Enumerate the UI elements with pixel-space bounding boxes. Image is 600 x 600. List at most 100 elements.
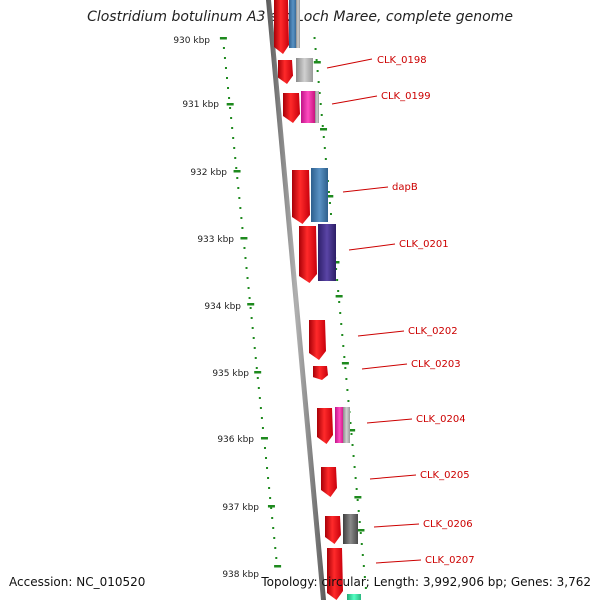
feature-block[interactable] <box>347 594 361 600</box>
scale-label: 933 kbp <box>197 235 234 245</box>
gene-label-clk-0202[interactable]: CLK_0202 <box>408 326 458 337</box>
scale-dot <box>241 227 244 229</box>
scale-dot <box>263 447 266 449</box>
scale-label: 934 kbp <box>204 302 241 312</box>
feature-dot <box>352 455 355 457</box>
gene-arrow[interactable] <box>299 226 317 283</box>
scale-label: 932 kbp <box>190 168 227 178</box>
feature-dot <box>361 554 364 556</box>
feature-dot <box>347 400 350 402</box>
feature-dot <box>344 367 347 369</box>
scale-major-tick <box>226 103 234 106</box>
scale-dot <box>239 207 242 209</box>
scale-dot <box>232 137 235 139</box>
feature-block[interactable] <box>343 407 350 443</box>
feature-dot <box>335 268 338 270</box>
gene-arrow[interactable] <box>278 60 293 84</box>
scale-dot <box>230 117 233 119</box>
scale-dot <box>273 537 276 539</box>
gene-label-dapb[interactable]: dapB <box>392 182 418 193</box>
feature-dot <box>328 202 331 204</box>
leader-line <box>375 559 422 564</box>
feature-dot <box>315 59 318 61</box>
gene-arrow[interactable] <box>283 93 300 123</box>
gene-features[interactable] <box>274 0 361 600</box>
label-leaders <box>326 58 422 564</box>
scale-major-tick <box>240 237 248 240</box>
scale-dot <box>267 477 270 479</box>
gene-arrow[interactable] <box>274 0 289 54</box>
scale-dot <box>248 297 251 299</box>
feature-block[interactable] <box>296 58 313 82</box>
feature-block[interactable] <box>311 168 328 222</box>
feature-dot <box>346 389 349 391</box>
feature-dot <box>320 114 323 116</box>
scale-dot <box>275 557 278 559</box>
feature-dot <box>355 488 358 490</box>
feature-block[interactable] <box>301 91 315 123</box>
leader-line <box>366 418 413 424</box>
feature-block[interactable] <box>318 224 336 281</box>
scale-dot <box>234 157 237 159</box>
gene-label-clk-0201[interactable]: CLK_0201 <box>399 239 449 250</box>
feature-block[interactable] <box>343 514 358 544</box>
feature-dot <box>356 499 359 501</box>
gene-label-clk-0206[interactable]: CLK_0206 <box>423 519 473 530</box>
scale-dot <box>265 457 268 459</box>
topology-text: Topology: circular; Length: 3,992,906 bp… <box>261 575 591 589</box>
scale-dot <box>257 387 260 389</box>
gene-labels[interactable]: CLK_0198 CLK_0199 dapB CLK_0201 CLK_0202… <box>377 55 475 566</box>
feature-block[interactable] <box>296 0 300 48</box>
scale-major-tick <box>267 505 275 508</box>
gene-arrow[interactable] <box>309 320 326 360</box>
scale-dot <box>270 507 273 509</box>
gene-label-clk-0198[interactable]: CLK_0198 <box>377 55 427 66</box>
gene-arrow[interactable] <box>292 170 310 224</box>
gene-arrow[interactable] <box>317 408 333 444</box>
scale-dot <box>272 527 275 529</box>
scale-label: 936 kbp <box>217 435 254 445</box>
scale-dot <box>231 127 234 129</box>
scale-major-tick <box>274 565 282 568</box>
feature-major-tick <box>313 61 321 64</box>
scale-major-tick <box>260 437 268 440</box>
feature-dot <box>327 191 330 193</box>
feature-ticks <box>313 37 367 589</box>
feature-dot <box>321 125 324 127</box>
gene-arrow[interactable] <box>327 548 343 600</box>
scale-dot <box>274 547 277 549</box>
feature-dot <box>358 521 361 523</box>
gene-label-clk-0199[interactable]: CLK_0199 <box>381 91 431 102</box>
scale-dot <box>268 487 271 489</box>
gene-label-clk-0207[interactable]: CLK_0207 <box>425 555 475 566</box>
leader-line <box>369 474 417 480</box>
feature-block[interactable] <box>335 407 344 443</box>
gene-arrow[interactable] <box>313 366 328 380</box>
feature-dot <box>319 103 322 105</box>
feature-dot <box>363 576 366 578</box>
scale-major-tick <box>247 303 255 306</box>
feature-block[interactable] <box>315 91 319 123</box>
scale-dot <box>233 147 236 149</box>
scale-dot <box>236 177 239 179</box>
leader-line <box>373 523 420 528</box>
gene-label-clk-0204[interactable]: CLK_0204 <box>416 414 466 425</box>
scale-dot <box>255 367 258 369</box>
feature-dot <box>323 147 326 149</box>
feature-major-tick <box>341 362 349 365</box>
feature-dot <box>343 356 346 358</box>
scale-dot <box>253 347 256 349</box>
scale-dot <box>223 57 226 59</box>
scale-major-tick <box>254 371 262 374</box>
scale-dot <box>259 407 262 409</box>
feature-dot <box>338 301 341 303</box>
gene-label-clk-0203[interactable]: CLK_0203 <box>411 359 461 370</box>
gene-arrow[interactable] <box>321 467 337 497</box>
gene-arrow[interactable] <box>325 516 341 544</box>
gene-label-clk-0205[interactable]: CLK_0205 <box>420 470 470 481</box>
scale-dot <box>228 97 231 99</box>
feature-block[interactable] <box>289 0 297 48</box>
scale-dot <box>249 307 252 309</box>
feature-dot <box>360 543 363 545</box>
